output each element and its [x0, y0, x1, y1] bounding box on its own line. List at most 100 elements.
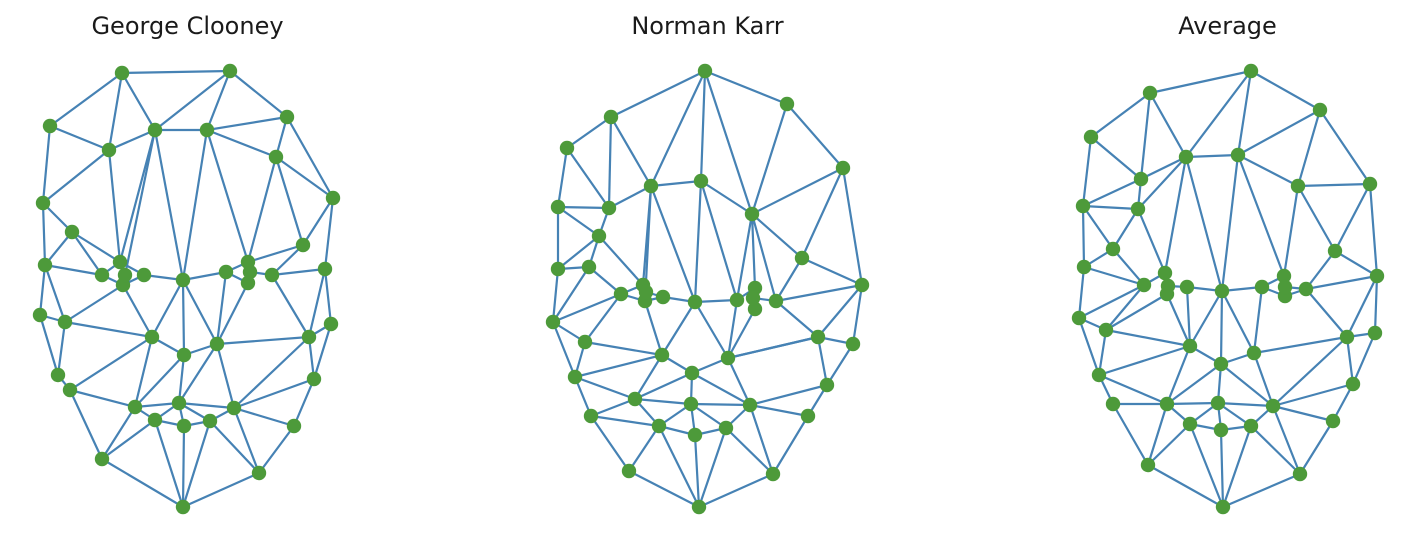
mesh-edge	[1368, 182, 1379, 278]
mesh-edge	[1089, 135, 1143, 181]
mesh-edge	[63, 320, 154, 339]
mesh-edge	[633, 397, 693, 406]
mesh-edge	[1333, 182, 1372, 253]
mesh-edge	[589, 397, 637, 418]
mesh-edge	[1304, 249, 1337, 291]
mesh-edge	[232, 377, 316, 410]
mesh-edge	[133, 335, 154, 409]
mesh-edge	[1271, 382, 1355, 408]
mesh-edge	[181, 128, 209, 282]
landmark-point	[325, 190, 341, 206]
mesh-edge	[697, 472, 775, 509]
landmark-point	[577, 334, 593, 350]
mesh-edge	[1236, 153, 1300, 188]
mesh-edge	[1252, 285, 1264, 355]
mesh-edge	[107, 71, 124, 152]
landmark-point	[747, 301, 763, 317]
mesh-edge	[292, 377, 316, 428]
mesh-edge	[118, 128, 157, 264]
mesh-edge	[1373, 274, 1379, 335]
landmark-point	[683, 396, 699, 412]
mesh-edge	[750, 212, 757, 290]
mesh-edge	[1296, 182, 1372, 188]
landmark-point	[1325, 413, 1341, 429]
mesh-edge	[1333, 249, 1379, 278]
landmark-point	[251, 465, 267, 481]
landmark-point	[550, 199, 566, 215]
mesh-edge	[1219, 428, 1225, 509]
mesh-edge	[551, 267, 560, 324]
mesh-edge	[323, 196, 335, 271]
mesh-edge	[589, 414, 631, 473]
mesh-edge	[1097, 373, 1169, 406]
landmark-point	[1133, 171, 1149, 187]
mesh-edge	[643, 299, 664, 357]
landmark-point	[279, 109, 295, 125]
landmark-point	[1254, 279, 1270, 295]
mesh-edge	[609, 115, 653, 188]
mesh-edge	[1304, 287, 1349, 339]
landmark-point	[845, 336, 861, 352]
mesh-edge	[41, 124, 52, 205]
mesh-edge	[1220, 289, 1256, 355]
mesh-edge	[573, 375, 637, 401]
panel-title: George Clooney	[91, 12, 284, 40]
mesh-edge	[565, 115, 613, 150]
landmark-point	[202, 413, 218, 429]
landmark-point	[117, 267, 133, 283]
mesh-edge	[1081, 204, 1086, 269]
landmark-point	[765, 466, 781, 482]
landmark-point	[1292, 466, 1308, 482]
mesh-edge	[177, 353, 186, 405]
mesh-edge	[607, 184, 653, 210]
mesh-edge	[1104, 283, 1146, 332]
landmark-point	[1075, 198, 1091, 214]
mesh-edge	[1249, 424, 1302, 476]
mesh-edge	[649, 184, 697, 304]
mesh-edge	[1077, 316, 1101, 377]
mesh-edge	[633, 371, 694, 401]
mesh-edge	[565, 146, 611, 210]
mesh-edge	[1146, 463, 1225, 509]
mesh-edge	[1271, 404, 1335, 423]
mesh-edge	[1188, 422, 1225, 509]
mesh-edge	[1351, 331, 1377, 386]
mesh-edge	[750, 212, 804, 260]
mesh-edge	[750, 212, 778, 303]
landmark-point	[651, 418, 667, 434]
landmark-point	[1105, 396, 1121, 412]
mesh-edge	[657, 424, 701, 509]
mesh-edge	[649, 69, 707, 188]
panel-average: Average	[1040, 0, 1410, 542]
mesh-edge	[153, 418, 185, 509]
landmark-point	[35, 195, 51, 211]
mesh-edge	[1081, 204, 1115, 251]
mesh-edge	[41, 148, 111, 205]
mesh-edge	[1184, 155, 1224, 293]
mesh-edge	[1148, 91, 1188, 159]
mesh-edge	[750, 166, 845, 216]
landmark-point	[268, 149, 284, 165]
mesh-edge	[1104, 292, 1169, 332]
landmark-point	[559, 140, 575, 156]
mesh-edge	[690, 371, 752, 407]
mesh-edge	[181, 278, 219, 346]
mesh-edge	[232, 335, 311, 410]
mesh-edge	[1219, 289, 1224, 366]
mesh-edge	[232, 406, 261, 475]
landmark-point	[654, 347, 670, 363]
mesh-edge	[285, 115, 335, 200]
mesh-edge	[703, 69, 789, 106]
landmark-point	[583, 408, 599, 424]
landmark-point	[742, 397, 758, 413]
mesh-edge	[1104, 328, 1192, 348]
landmark-point	[94, 267, 110, 283]
landmark-point	[854, 277, 870, 293]
landmark-point	[175, 499, 191, 515]
landmark-point	[687, 294, 703, 310]
mesh-edge	[228, 69, 289, 119]
landmark-point	[176, 418, 192, 434]
mesh-edge	[1236, 69, 1253, 157]
mesh-edge	[583, 340, 664, 357]
landmark-point	[136, 267, 152, 283]
